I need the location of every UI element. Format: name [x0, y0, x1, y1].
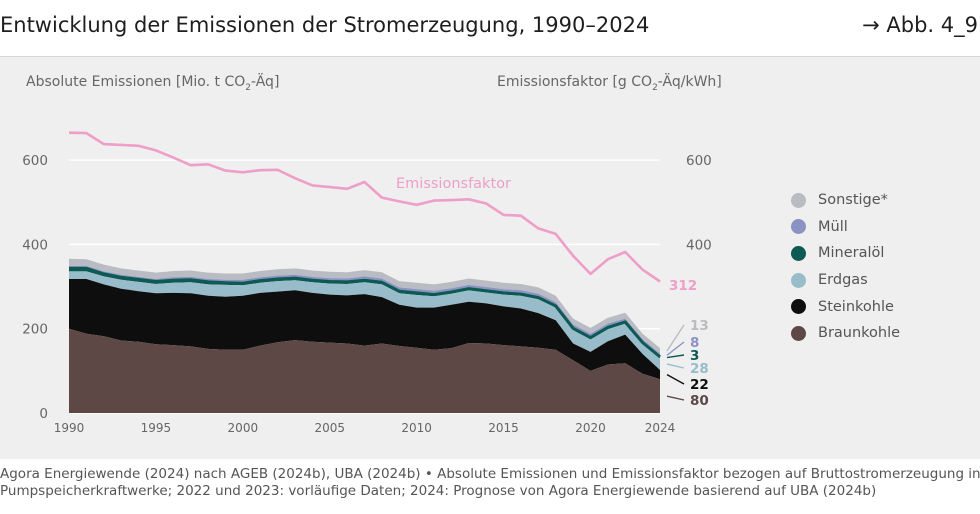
x-tick-label-2000: 2000	[228, 421, 259, 435]
leader-sonstige	[666, 324, 685, 352]
legend-swatch	[791, 272, 806, 288]
y-tick-label-right-600: 600	[686, 153, 712, 169]
left-axis-label: Absolute Emissionen [Mio. t CO2-Äq]	[26, 74, 279, 93]
line-mineraloel-edge	[69, 266, 661, 359]
y-tick-label-left-400: 400	[22, 237, 48, 253]
source-note-line-2: Pumpspeicherkraftwerke; 2022 und 2023: v…	[0, 483, 877, 499]
leader-müll	[666, 341, 685, 356]
legend-item-erdgas: Erdgas	[791, 267, 900, 294]
end-label-braunkohle: 80	[690, 393, 709, 409]
legend-swatch	[791, 325, 806, 341]
chart-panel: Absolute Emissionen [Mio. t CO2-Äq] Emis…	[0, 57, 980, 459]
y-tick-label-left-600: 600	[22, 153, 48, 169]
right-axis-label-subscript: 2	[652, 82, 658, 93]
leader-steinkohle	[666, 374, 685, 385]
legend-item-steinkohle: Steinkohle	[791, 293, 900, 320]
left-axis-label-main: Absolute Emissionen [Mio. t CO	[26, 74, 246, 90]
emissions-chart: 0 200 400 600 400 600 1990 1995 2000 2005 2010 2015…	[22, 131, 712, 435]
legend-swatch	[791, 245, 806, 261]
legend-item-braunkohle: Braunkohle	[791, 320, 900, 347]
line-emissionsfaktor	[68, 131, 661, 283]
page-title: Entwicklung der Emissionen der Stromerze…	[0, 13, 650, 37]
x-tick-label-2020: 2020	[575, 421, 606, 435]
legend-label: Sonstige*	[818, 192, 888, 209]
x-tick-label-2010: 2010	[401, 421, 432, 435]
legend-item-sonstige: Sonstige*	[791, 187, 900, 214]
x-tick-label-1990: 1990	[54, 421, 85, 435]
legend-label: Braunkohle	[818, 325, 901, 342]
x-tick-label-2015: 2015	[488, 421, 519, 435]
end-label-erdgas: 28	[690, 361, 709, 377]
source-note-line-1: Agora Energiewende (2024) nach AGEB (202…	[0, 466, 980, 482]
chart-legend: Sonstige* Müll Mineralöl Erdgas Steinkohle Br…	[791, 187, 900, 347]
area-braunkohle	[69, 328, 660, 413]
right-axis-label-end: -Äq/kWh]	[657, 74, 722, 90]
y-tick-label-left-0: 0	[39, 406, 48, 422]
area-steinkohle	[69, 279, 660, 380]
legend-label: Müll	[818, 218, 848, 235]
emissionsfaktor-label: Emissionsfaktor	[396, 176, 511, 192]
left-axis-label-subscript: 2	[245, 82, 251, 93]
leader-braunkohle	[666, 395, 685, 401]
end-label-mineralöl: 3	[690, 348, 699, 364]
legend-item-müll: Müll	[791, 214, 900, 241]
right-axis-label: Emissionsfaktor [g CO2-Äq/kWh]	[497, 74, 722, 93]
legend-label: Erdgas	[818, 272, 868, 289]
y-tick-label-left-200: 200	[22, 322, 48, 338]
legend-swatch	[791, 299, 806, 315]
legend-swatch	[791, 219, 806, 235]
right-axis-label-main: Emissionsfaktor [g CO	[497, 74, 653, 90]
end-label-steinkohle: 22	[690, 377, 709, 393]
end-label-sonstige: 13	[690, 318, 709, 334]
x-tick-label-1995: 1995	[141, 421, 172, 435]
legend-label: Mineralöl	[818, 245, 885, 262]
legend-label: Steinkohle	[818, 298, 894, 315]
y-tick-label-right-400: 400	[686, 237, 712, 253]
leader-erdgas	[666, 363, 685, 369]
area-erdgas	[69, 271, 660, 370]
end-label-factor_line: 312	[669, 278, 697, 294]
x-tick-label-2024: 2024	[645, 421, 676, 435]
legend-swatch	[791, 192, 806, 208]
source-note: Agora Energiewende (2024) nach AGEB (202…	[0, 466, 980, 500]
figure-reference: → Abb. 4_9	[862, 13, 978, 37]
header: Entwicklung der Emissionen der Stromerze…	[0, 0, 980, 57]
left-axis-label-end: -Äq]	[250, 74, 280, 90]
legend-item-mineralöl: Mineralöl	[791, 240, 900, 267]
x-tick-label-2005: 2005	[314, 421, 345, 435]
leader-mineralöl	[666, 354, 685, 359]
end-label-müll: 8	[690, 335, 699, 351]
